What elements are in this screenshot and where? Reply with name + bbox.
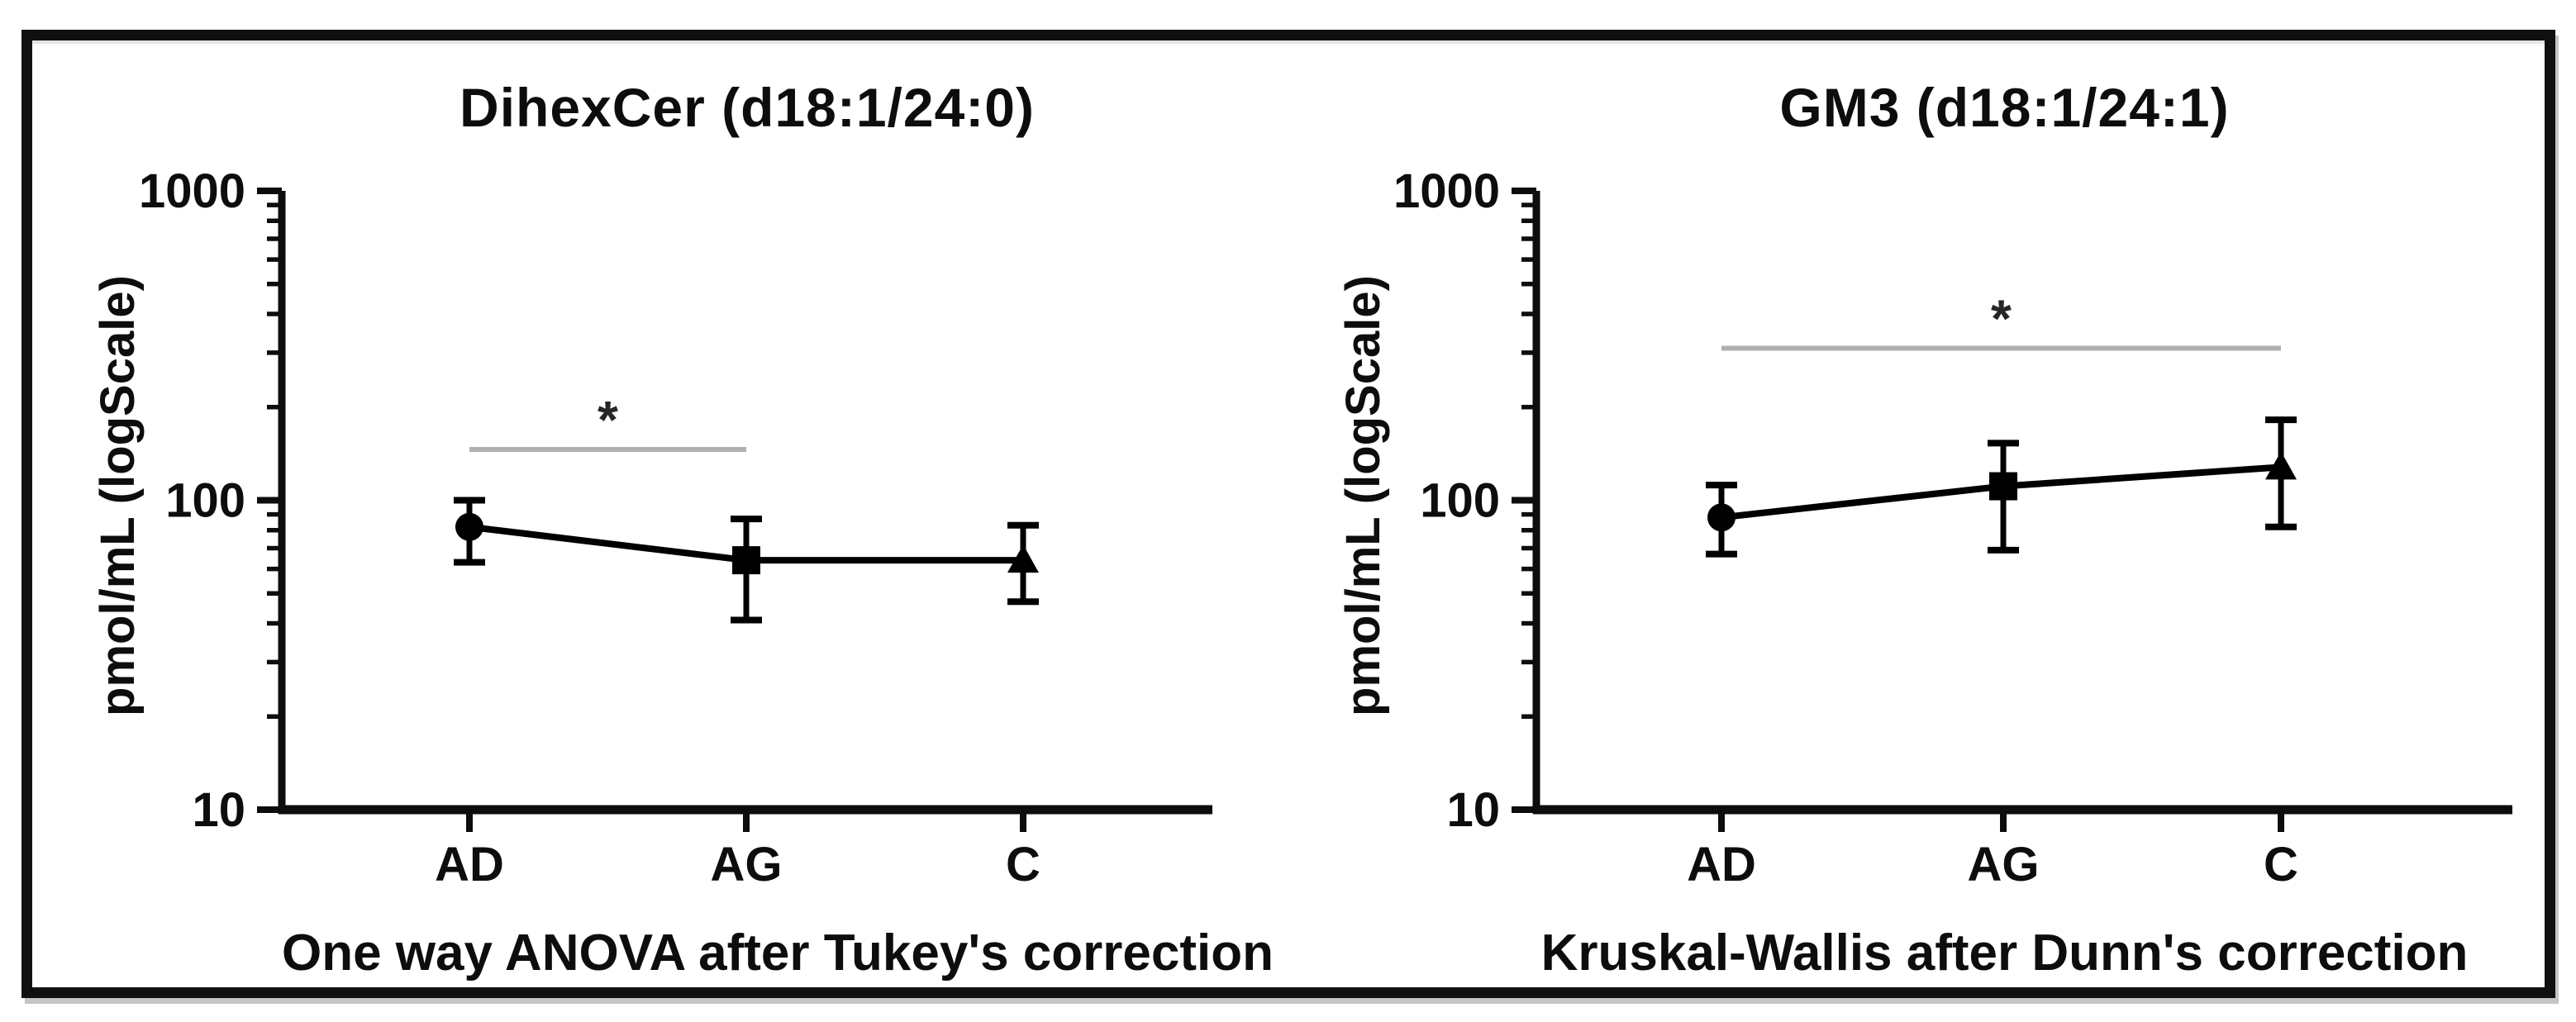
x-axis-caption-right: Kruskal-Wallis after Dunn's correction: [1540, 925, 2469, 982]
x-axis-caption-left: One way ANOVA after Tukey's correction: [282, 925, 1274, 982]
marker-triangle-C: [1007, 544, 1039, 573]
chart-plot-right: * 1000 100 10 AD AG C: [1393, 164, 2512, 891]
y-tick-label-1000: 1000: [139, 164, 245, 218]
category-label-C: C: [1006, 838, 1040, 891]
marker-circle-AD: [455, 512, 483, 541]
chart-plot-left: * 1000 100 10 AD AG C: [139, 164, 1212, 891]
category-label-AD: AD: [435, 838, 504, 891]
y-axis-label-text: pmol/mL (logScale): [91, 275, 145, 716]
chart-title-left: DihexCer (d18:1/24:0): [459, 77, 1035, 138]
category-label-C: C: [2264, 838, 2298, 891]
y-axis-label-left: pmol/mL (logScale): [90, 174, 150, 818]
y-tick-label-10: 10: [192, 783, 245, 837]
y-axis-label-right: pmol/mL (logScale): [1336, 174, 1395, 818]
marker-circle-AD: [1707, 503, 1736, 532]
marker-square-AG: [1989, 472, 2017, 501]
figure-frame: [21, 30, 2555, 998]
chart-title-right: GM3 (d18:1/24:1): [1779, 77, 2230, 138]
marker-triangle-C: [2265, 451, 2297, 480]
y-tick-label-100: 100: [1420, 474, 1500, 528]
y-tick-label-10: 10: [1446, 783, 1500, 837]
category-label-AG: AG: [1968, 838, 2040, 891]
category-label-AG: AG: [711, 838, 783, 891]
significance-star: *: [598, 390, 618, 449]
significance-star: *: [1991, 288, 2012, 348]
category-label-AD: AD: [1687, 838, 1756, 891]
y-axis-label-text: pmol/mL (logScale): [1336, 275, 1390, 716]
y-tick-label-1000: 1000: [1393, 164, 1500, 218]
y-tick-label-100: 100: [165, 474, 245, 528]
marker-square-AG: [732, 546, 760, 575]
